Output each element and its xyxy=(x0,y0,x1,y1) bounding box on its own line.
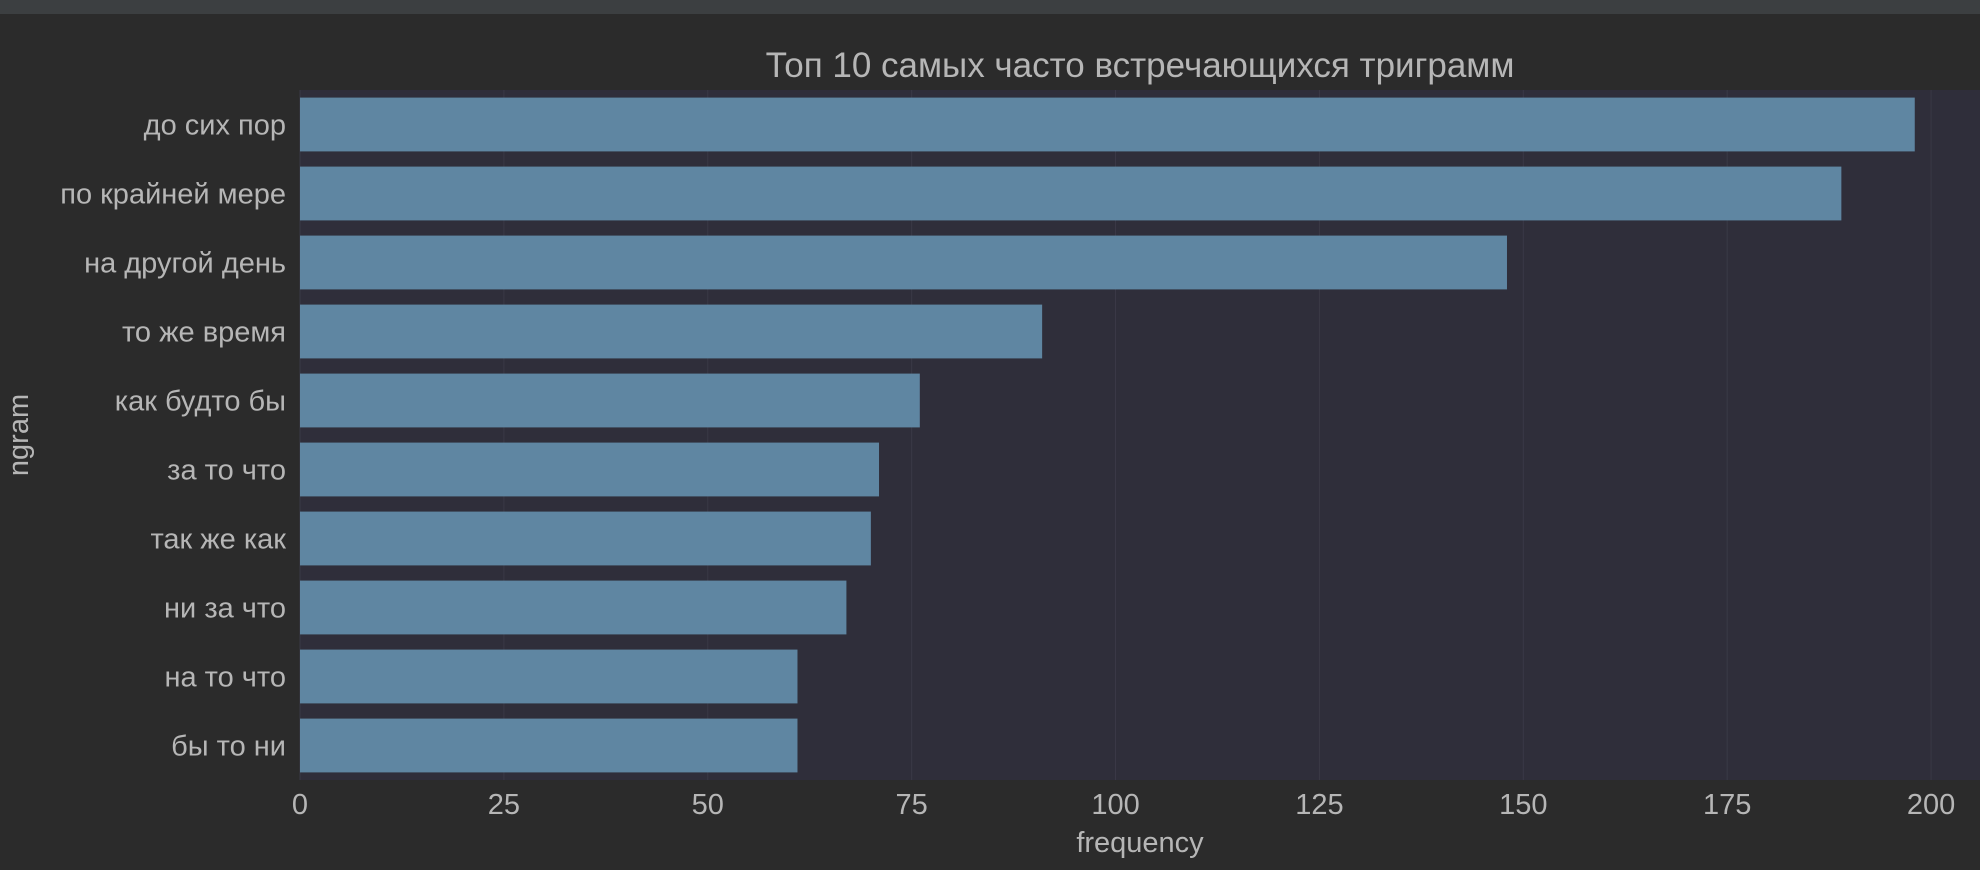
bar xyxy=(300,97,1915,152)
bar xyxy=(300,235,1507,290)
bars xyxy=(300,97,1915,773)
x-tick-label: 50 xyxy=(692,789,724,821)
category-label: как будто бы xyxy=(115,386,286,418)
category-label: ни за что xyxy=(164,593,286,625)
x-tick-label: 100 xyxy=(1091,789,1139,821)
category-label: за то что xyxy=(167,455,286,487)
category-labels: до сих пор по крайней мере на другой день т… xyxy=(60,110,286,763)
bar xyxy=(300,166,1842,221)
window-top-bar xyxy=(0,0,1980,14)
x-tick-label: 0 xyxy=(292,789,308,821)
x-tick-labels: 0 25 50 75 100 125 150 175 200 xyxy=(292,789,1955,821)
category-label: то же время xyxy=(122,317,286,349)
x-tick-label: 200 xyxy=(1907,789,1955,821)
y-axis-title: ngram xyxy=(3,394,35,476)
bar xyxy=(300,373,920,428)
x-tick-label: 150 xyxy=(1499,789,1547,821)
bar xyxy=(300,580,847,635)
category-label: до сих пор xyxy=(144,110,286,142)
x-tick-label: 175 xyxy=(1703,789,1751,821)
category-label: на то что xyxy=(164,662,286,694)
x-tick-label: 25 xyxy=(488,789,520,821)
bar xyxy=(300,442,880,497)
bar xyxy=(300,718,798,773)
x-axis-title: frequency xyxy=(1076,827,1204,859)
category-label: на другой день xyxy=(84,248,286,280)
x-tick-label: 125 xyxy=(1295,789,1343,821)
category-label: по крайней мере xyxy=(60,179,286,211)
bar xyxy=(300,511,871,566)
bar xyxy=(300,304,1043,359)
chart-title: Топ 10 самых часто встречающихся триграм… xyxy=(766,46,1515,85)
x-tick-label: 75 xyxy=(896,789,928,821)
category-label: бы то ни xyxy=(171,731,286,763)
category-label: так же как xyxy=(150,524,286,556)
bar xyxy=(300,649,798,704)
